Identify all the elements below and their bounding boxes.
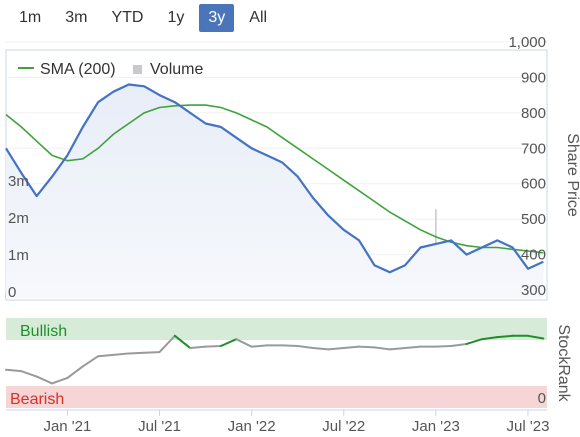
x-tick: Jul '23: [507, 418, 550, 435]
price-tick: 800: [521, 105, 546, 122]
price-tick: 700: [521, 140, 546, 157]
range-button-3m[interactable]: 3m: [65, 9, 88, 26]
volume-tick: 3m: [8, 173, 29, 190]
volume-tick: 0: [8, 284, 16, 301]
stockrank-segment: [158, 334, 176, 354]
stockrank-segment: [388, 347, 407, 351]
price-area: [6, 84, 544, 298]
stockrank-segment: [35, 375, 54, 385]
price-tick: 1,000: [508, 34, 546, 51]
bearish-label: Bearish: [10, 391, 64, 408]
x-tick: Jan '22: [228, 418, 276, 435]
stockrank-segment: [127, 351, 146, 355]
stockrank-segment: [312, 347, 330, 351]
range-button-3y[interactable]: 3y: [199, 4, 235, 32]
stockrank-segment: [250, 344, 268, 348]
stockrank-segment: [496, 334, 514, 339]
stockrank-segment: [434, 345, 453, 348]
stockrank-segment: [342, 345, 361, 350]
range-selector: 1m 3m YTD 1y 3y All: [10, 4, 276, 32]
stockrank-segment: [81, 355, 100, 368]
stockrank-segment: [373, 346, 391, 351]
x-tick: Jan '23: [412, 418, 460, 435]
stockrank-segment: [51, 376, 69, 385]
range-button-ytd[interactable]: YTD: [111, 9, 144, 26]
stockrank-segment: [480, 336, 499, 341]
stockrank-segment: [112, 352, 130, 356]
stockrank-segment: [235, 338, 253, 348]
rank-tick: 0: [538, 390, 546, 407]
price-tick: 900: [521, 69, 546, 86]
bullish-band: [6, 318, 547, 340]
price-axis-title: Share Price: [564, 133, 580, 217]
legend-sma-label[interactable]: SMA (200): [40, 61, 116, 78]
stockrank-segment: [465, 338, 483, 345]
stockrank-segment: [97, 353, 115, 358]
price-tick: 500: [521, 211, 546, 228]
stockrank-segment: [281, 344, 299, 347]
stockrank-segment: [526, 334, 545, 340]
stockrank-line: [5, 334, 545, 385]
x-tick: Jan '21: [43, 418, 91, 435]
price-axis: 300 400 500 600 700 800 900 1,000: [508, 34, 546, 299]
volume-axis: 0 1m 2m 3m: [8, 173, 29, 301]
price-tick: 300: [521, 282, 546, 299]
volume-tick: 1m: [8, 247, 29, 264]
stockrank-segment: [450, 342, 468, 347]
stockrank-segment: [143, 351, 161, 354]
range-button-all[interactable]: All: [249, 9, 268, 26]
stockrank-segment: [5, 368, 23, 373]
stockrank-segment: [358, 345, 376, 349]
stockrank-segment: [20, 370, 38, 378]
legend: SMA (200) Volume: [18, 61, 203, 78]
bearish-band: [6, 386, 547, 408]
price-tick: 600: [521, 176, 546, 193]
bullish-label: Bullish: [20, 323, 67, 340]
price-tick: 400: [521, 247, 546, 264]
stockrank-segment: [296, 345, 315, 350]
x-tick: Jul '22: [322, 418, 365, 435]
volume-tick: 2m: [8, 210, 29, 227]
legend-volume-label[interactable]: Volume: [150, 61, 203, 78]
stockrank-segment: [189, 345, 207, 350]
stockrank-segment: [204, 345, 222, 348]
stockrank-segment: [219, 338, 238, 347]
stockrank-segment: [66, 365, 84, 379]
range-button-1y[interactable]: 1y: [167, 9, 185, 26]
stockrank-segment: [327, 347, 345, 351]
x-axis: Jan '21 Jul '21 Jan '22 Jul '22 Jan '23 …: [6, 409, 550, 435]
legend-volume-swatch: [133, 65, 142, 74]
x-tick: Jul '21: [138, 418, 181, 435]
stockrank-axis-title: StockRank: [555, 324, 572, 402]
stockrank-segment: [404, 345, 422, 350]
stockrank-segment: [173, 334, 192, 350]
range-button-1m[interactable]: 1m: [19, 9, 42, 26]
price-line: [5, 83, 544, 274]
